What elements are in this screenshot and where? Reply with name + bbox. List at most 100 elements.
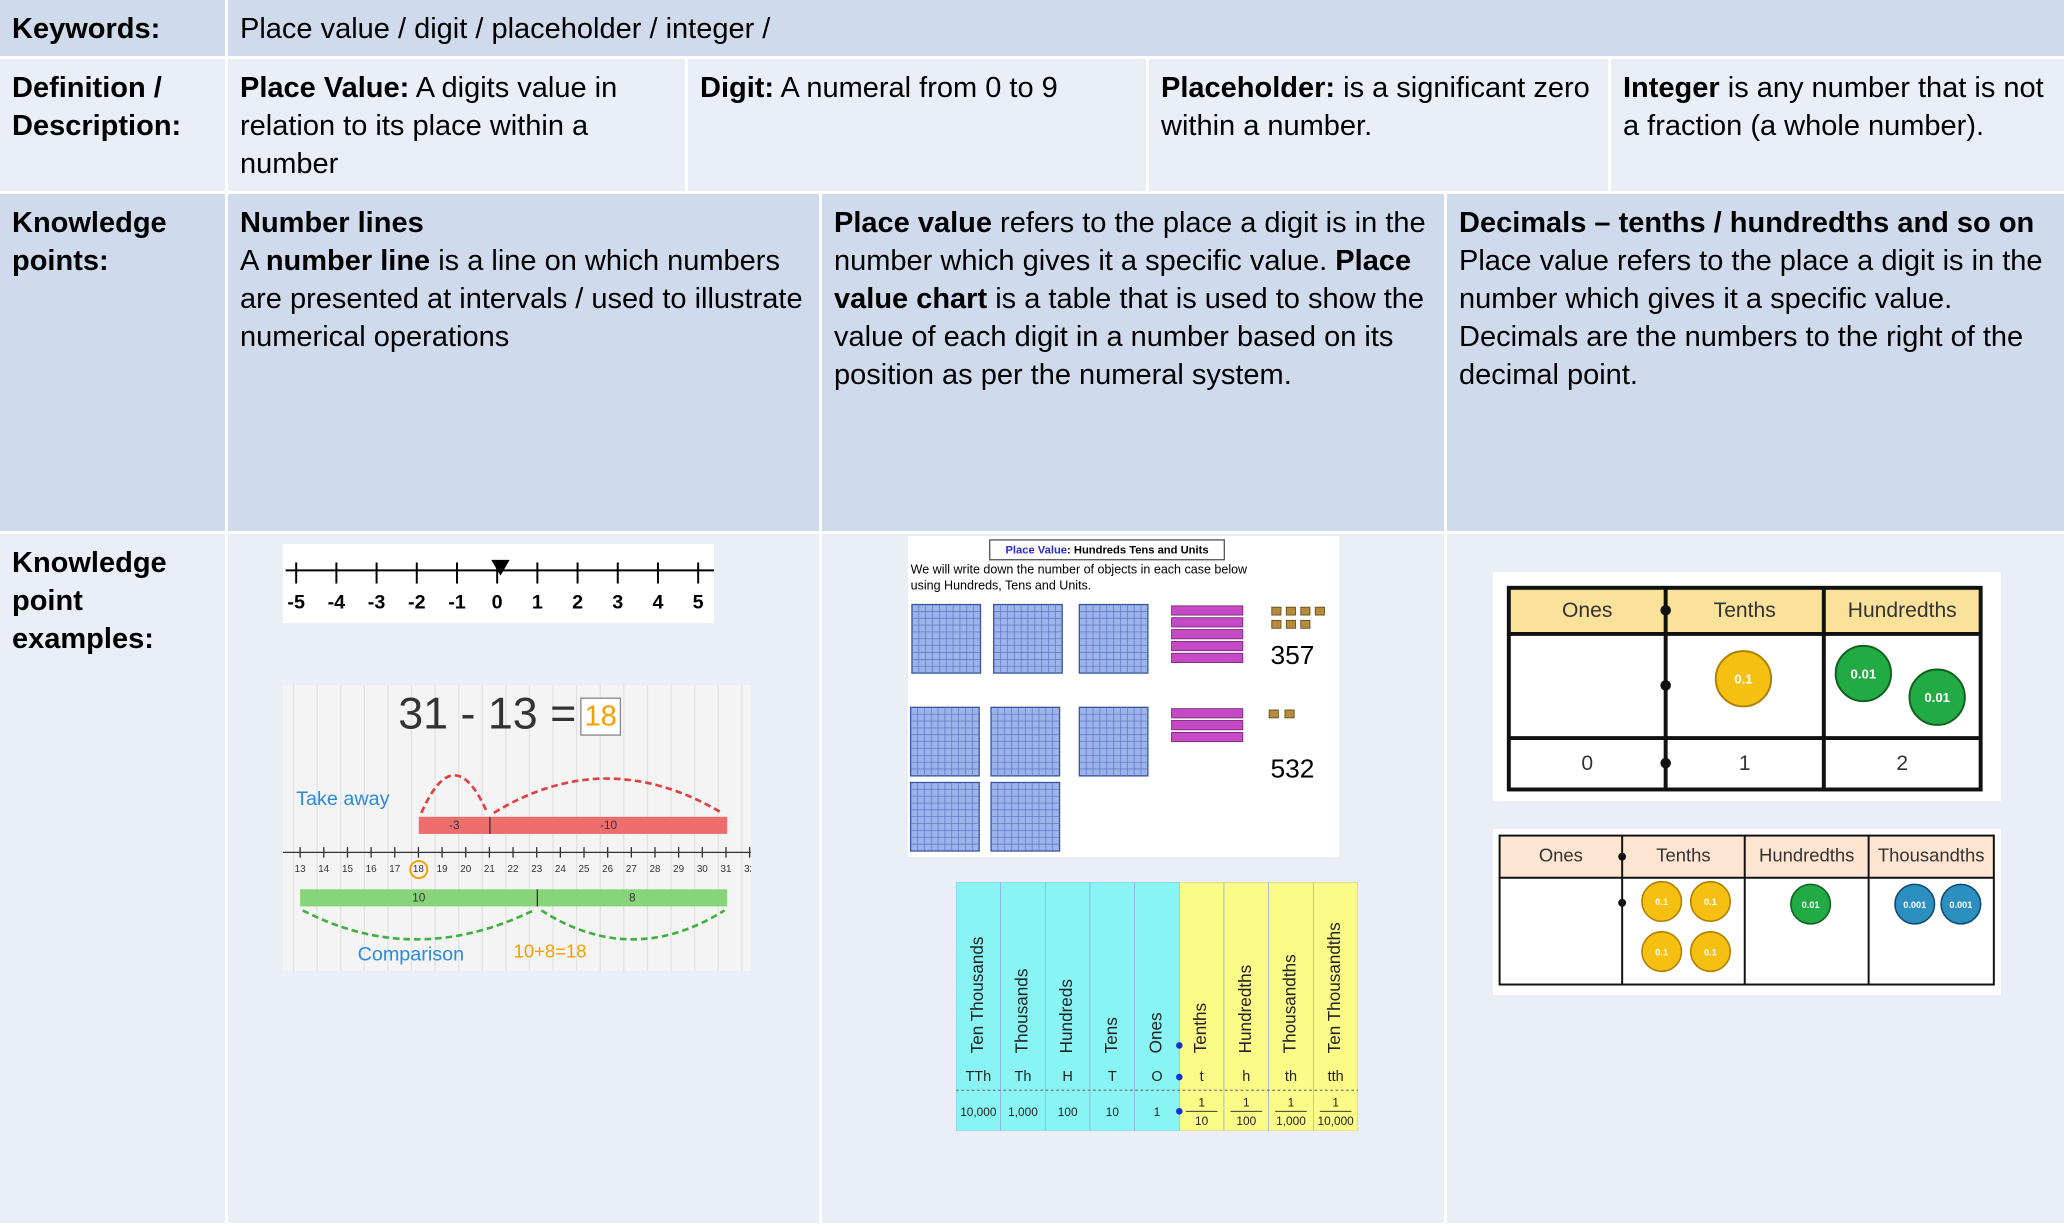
decimal-point <box>1660 680 1672 691</box>
bar-label: 10 <box>413 891 427 905</box>
abbreviation: tth <box>1327 1069 1343 1085</box>
unit-cube <box>1271 607 1282 616</box>
ten-rod <box>1171 629 1244 640</box>
arc <box>540 909 726 941</box>
abbreviation: h <box>1242 1069 1250 1085</box>
column-header: Thousands <box>1011 968 1031 1053</box>
label: Knowledge point examples: <box>12 547 167 655</box>
column-header: Hundreds <box>1056 979 1076 1053</box>
header: Tenths <box>1657 845 1711 866</box>
counter <box>1715 650 1773 708</box>
definition-cell: Place Value: A digits value in relation … <box>228 59 688 194</box>
unit-cube <box>1300 607 1311 616</box>
counter-label: 0.001 <box>1950 900 1973 910</box>
ten-rod <box>1171 708 1244 719</box>
column-header: Ten Thousands <box>966 936 986 1053</box>
counter <box>1690 880 1732 923</box>
counter-label: 0.1 <box>1735 672 1753 687</box>
marker <box>491 560 511 576</box>
numerator: 1 <box>1287 1095 1294 1109</box>
decimal-point <box>1618 852 1627 861</box>
definition-text: A numeral from 0 to 9 <box>774 72 1058 104</box>
header: Ones <box>1562 599 1612 622</box>
definition-text: is a significant zero within a number. <box>1161 72 1590 142</box>
scale-label: 14 <box>319 864 330 875</box>
digit: 1 <box>1739 752 1751 775</box>
scale-label: 31 <box>721 864 732 875</box>
row-label: Keywords: <box>0 0 228 59</box>
definition-cell: Integer is any number that is not a frac… <box>1611 59 2067 194</box>
scale-label: 26 <box>603 864 614 875</box>
denominator: 10 <box>1195 1114 1209 1128</box>
unit-cube <box>1284 709 1295 719</box>
knowledge-run: Place value <box>834 207 992 239</box>
unit-cube <box>1271 620 1282 630</box>
tick-label: -5 <box>288 592 306 614</box>
knowledge-cell: Decimals – tenths / hundredths and so on… <box>1447 194 2067 534</box>
arc <box>493 777 723 815</box>
abbreviation: TTh <box>965 1069 991 1085</box>
number-line-image: -5 -4 -3 -2 -1 0 1 2 3 4 5 <box>283 544 715 624</box>
tick-label: 5 <box>693 592 704 614</box>
number: 532 <box>1271 754 1315 784</box>
unit-cube <box>1268 709 1279 719</box>
place-value: 10,000 <box>960 1105 997 1119</box>
definition-text: A digits value in relation to its place … <box>240 72 618 180</box>
definition-term: Place Value: <box>240 72 410 104</box>
ten-rod <box>1171 720 1244 731</box>
counter <box>1940 883 1982 925</box>
counter-label: 0.1 <box>1656 947 1669 957</box>
decimal-point <box>1175 1073 1183 1081</box>
scale-label: 20 <box>461 864 472 875</box>
row-label: Knowledge points: <box>0 194 228 534</box>
denominator: 1,000 <box>1276 1114 1306 1128</box>
tick-label: -4 <box>328 592 346 614</box>
numerator: 1 <box>1243 1095 1250 1109</box>
knowledge-run: refers to the place a digit is in the nu… <box>834 207 1426 277</box>
label: Keywords: <box>12 13 161 45</box>
ten-rod <box>1171 617 1244 628</box>
counter <box>1641 880 1683 923</box>
title-box <box>989 539 1226 561</box>
place-value: 10 <box>1105 1105 1119 1119</box>
keywords-cell: Place value / digit / placeholder / inte… <box>228 0 2067 59</box>
title: Place Value: Hundreds Tens and Units <box>1006 545 1209 557</box>
column-header: Tens <box>1100 1017 1120 1053</box>
tick-label: 2 <box>572 592 583 614</box>
green-bar <box>300 889 728 907</box>
digit: 2 <box>1897 752 1909 775</box>
ten-rod <box>1171 641 1244 652</box>
sum: 10+8=18 <box>514 941 587 962</box>
scale-label: 32 <box>744 864 751 875</box>
denominator: 10,000 <box>1317 1114 1354 1128</box>
scale-label: 29 <box>674 864 685 875</box>
counter-label: 0.01 <box>1851 666 1877 681</box>
counter <box>1790 883 1832 925</box>
decimal-chart-image: Ones Tenths Hundredths 0 1 2 0.1 0.01 0.01 <box>1493 572 2001 802</box>
scale-label: 15 <box>342 864 353 875</box>
column <box>1133 881 1180 1131</box>
scale-label: 28 <box>650 864 661 875</box>
answer-box <box>580 697 622 737</box>
scale-label: 16 <box>366 864 377 875</box>
counter-label: 0.1 <box>1704 897 1717 907</box>
abbreviation: H <box>1062 1069 1072 1085</box>
knowledge-body: Place value refers to the place a digit … <box>834 204 1432 394</box>
unit-cube <box>1300 620 1311 630</box>
ten-rod <box>1171 653 1244 664</box>
answer: 18 <box>585 701 617 733</box>
instruction: We will write down the number of objects… <box>911 563 1248 577</box>
counter-label: 0.1 <box>1656 897 1669 907</box>
header: Hundredths <box>1848 599 1957 622</box>
take-away: Take away <box>297 788 390 810</box>
counter <box>1834 644 1893 703</box>
definition-term: Integer <box>1623 72 1720 104</box>
unit-cube <box>1314 607 1325 616</box>
keywords-text: Place value / digit / placeholder / inte… <box>240 13 771 45</box>
knowledge-heading: Number lines <box>240 207 424 239</box>
scale-label: 25 <box>579 864 590 875</box>
knowledge-run: is a line on which numbers are presented… <box>240 245 803 353</box>
definition-cell: Placeholder: is a significant zero withi… <box>1149 59 1611 194</box>
column-header: Ones <box>1145 1012 1165 1053</box>
